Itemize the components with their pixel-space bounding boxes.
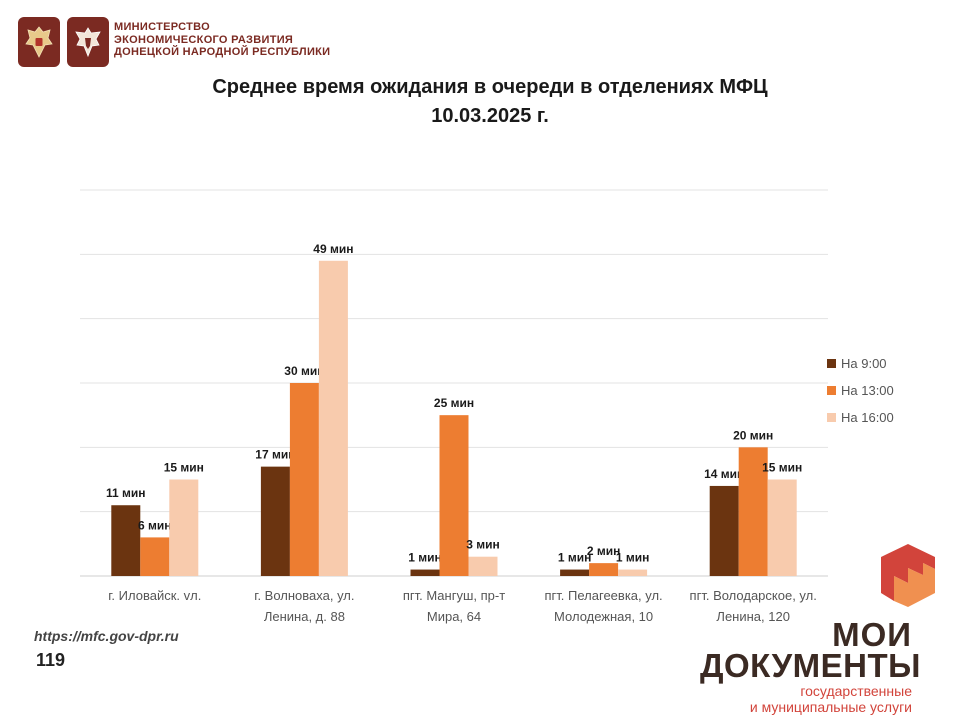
bar-1-0 (260, 466, 290, 576)
brand-text: МОИ ДОКУМЕНТЫ государственные и муниципа… (700, 616, 921, 715)
data-label-1-1: 30 мин (284, 364, 324, 378)
bar-3-1 (589, 563, 619, 576)
bar-4-2 (767, 479, 797, 576)
chart-subtitle: 10.03.2025 г. (431, 105, 549, 127)
data-label-2-2: 3 мин (466, 538, 500, 552)
legend-swatch-9 (827, 359, 836, 368)
data-label-0-2: 15 мин (164, 461, 204, 475)
bar-2-0 (410, 569, 440, 576)
legend-label-9: На 9:00 (841, 356, 887, 371)
legend-label-16: На 16:00 (841, 410, 894, 425)
category-label-3-1: Молодежная, 10 (554, 609, 653, 624)
category-label-0-0: г. Иловайск. vл. (108, 588, 201, 603)
data-label-3-2: 1 мин (616, 551, 650, 565)
bar-0-2 (169, 479, 199, 576)
bar-1-1 (289, 383, 319, 576)
ministry-line-3: ДОНЕЦКОЙ НАРОДНОЙ РЕСПУБЛИКИ (114, 46, 331, 58)
data-label-4-2: 15 мин (762, 461, 802, 475)
ministry-line-1: МИНИСТЕРСТВО (114, 21, 210, 33)
bar-0-0 (111, 505, 141, 576)
bar-4-0 (709, 485, 739, 576)
category-label-4-1: Ленина, 120 (716, 609, 790, 624)
data-label-2-1: 25 мин (434, 396, 474, 410)
data-label-2-0: 1 мин (408, 551, 442, 565)
dpr-coat-of-arms-icon (67, 17, 109, 67)
ministry-line-2: ЭКОНОМИЧЕСКОГО РАЗВИТИЯ (114, 33, 294, 46)
data-label-4-1: 20 мин (733, 428, 773, 442)
legend-label-13: На 13:00 (841, 383, 894, 398)
category-label-2-0: пгт. Мангуш, пр-т (403, 588, 505, 603)
category-label-4-0: пгт. Володарское, ул. (690, 588, 817, 603)
bar-3-2 (618, 569, 648, 576)
data-label-1-0: 17 мин (255, 448, 295, 462)
bar-0-1 (140, 537, 170, 576)
brand-line-4: и муниципальные услуги (749, 699, 912, 715)
moi-dokumenty-logo-icon (878, 541, 938, 618)
brand-line-2: ДОКУМЕНТЫ (700, 647, 921, 684)
chart-title: Среднее время ожидания в очереди в отдел… (212, 76, 768, 98)
data-label-0-1: 6 мин (138, 518, 172, 532)
russia-coat-of-arms-icon (18, 17, 60, 67)
legend-swatch-16 (827, 413, 836, 422)
category-label-3-0: пгт. Пелагеевка, ул. (545, 588, 663, 603)
legend-item-9: На 9:00 (827, 350, 894, 377)
data-label-1-2: 49 мин (313, 242, 353, 256)
bar-2-2 (468, 556, 498, 576)
category-label-1-1: Ленина, д. 88 (264, 609, 345, 624)
data-label-0-0: 11 мин (106, 486, 146, 500)
data-label-3-1: 2 мин (587, 544, 621, 558)
legend-item-16: На 16:00 (827, 404, 894, 431)
brand-line-3: государственные (800, 683, 912, 699)
ministry-name: МИНИСТЕРСТВО ЭКОНОМИЧЕСКОГО РАЗВИТИЯ ДОН… (114, 21, 330, 59)
category-label-2-1: Мира, 64 (427, 609, 481, 624)
website-url: https://mfc.gov-dpr.ru (34, 628, 179, 644)
brand-line-1: МОИ (832, 616, 912, 653)
bar-3-0 (560, 569, 590, 576)
bar-4-1 (738, 447, 768, 576)
chart-legend: На 9:00 На 13:00 На 16:00 (827, 350, 894, 431)
chart-title-block: Среднее время ожидания в очереди в отдел… (150, 73, 830, 131)
category-label-1-0: г. Волноваха, ул. (254, 588, 354, 603)
data-label-4-0: 14 мин (704, 467, 744, 481)
bar-2-1 (439, 415, 469, 576)
page-number: 119 (36, 650, 66, 670)
data-label-3-0: 1 мин (558, 551, 592, 565)
legend-item-13: На 13:00 (827, 377, 894, 404)
legend-swatch-13 (827, 386, 836, 395)
bar-1-2 (318, 260, 348, 576)
